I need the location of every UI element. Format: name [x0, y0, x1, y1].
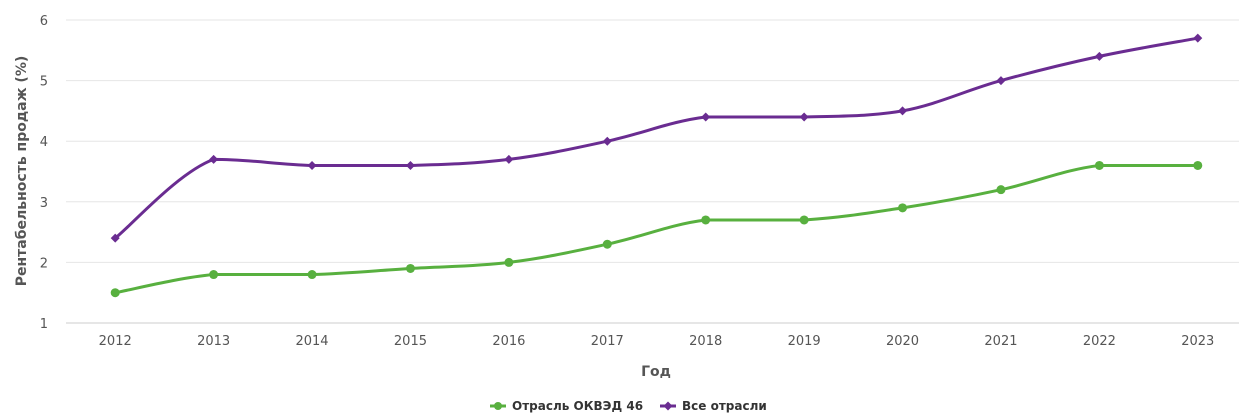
x-tick-label: 2023 [1181, 334, 1214, 349]
legend[interactable]: Отрасль ОКВЭД 46 Все отрасли [490, 399, 767, 413]
x-tick-label: 2018 [689, 334, 722, 349]
x-tick-label: 2019 [788, 334, 821, 349]
x-tick-label: 2015 [394, 334, 427, 349]
y-tick-label: 5 [40, 75, 48, 90]
data-point[interactable] [307, 270, 317, 280]
data-point[interactable] [898, 203, 908, 213]
data-point[interactable] [209, 154, 219, 164]
legend-item[interactable]: Все отрасли [660, 399, 767, 413]
data-point[interactable] [405, 160, 415, 170]
legend-label: Все отрасли [682, 399, 767, 413]
x-tick-label: 2021 [984, 334, 1017, 349]
series-1 [110, 160, 1203, 298]
data-point[interactable] [504, 257, 514, 267]
x-tick-label: 2016 [492, 334, 525, 349]
y-axis: 1 2 3 4 5 6 [40, 14, 48, 332]
data-point[interactable] [1094, 51, 1104, 61]
y-tick-label: 2 [40, 256, 48, 271]
data-point[interactable] [209, 270, 219, 280]
x-tick-label: 2013 [197, 334, 230, 349]
data-point[interactable] [701, 215, 711, 225]
x-tick-label: 2014 [295, 334, 328, 349]
y-tick-label: 1 [40, 317, 48, 332]
series-2 [110, 33, 1203, 243]
y-axis-title: Рентабельность продаж (%) [14, 56, 30, 287]
x-tick-label: 2022 [1083, 334, 1116, 349]
data-point[interactable] [799, 215, 809, 225]
x-axis: 2012 2013 2014 2015 2016 2017 2018 2019 2020 2021… [99, 334, 1215, 349]
data-point[interactable] [1094, 160, 1104, 170]
x-tick-label: 2017 [591, 334, 624, 349]
x-tick-label: 2020 [886, 334, 919, 349]
data-point[interactable] [504, 154, 514, 164]
data-point[interactable] [307, 160, 317, 170]
y-tick-label: 3 [40, 196, 48, 211]
data-point[interactable] [405, 263, 415, 273]
legend-marker [663, 401, 673, 411]
data-point[interactable] [996, 185, 1006, 195]
legend-marker [494, 402, 502, 410]
data-point[interactable] [1193, 160, 1203, 170]
x-axis-title: Год [641, 364, 671, 380]
grid-lines [66, 19, 1239, 324]
data-point[interactable] [602, 239, 612, 249]
data-point[interactable] [996, 76, 1006, 86]
data-point[interactable] [898, 106, 908, 116]
legend-label: Отрасль ОКВЭД 46 [512, 399, 643, 413]
data-point[interactable] [1193, 33, 1203, 43]
data-point[interactable] [799, 112, 809, 122]
data-point[interactable] [602, 136, 612, 146]
y-tick-label: 4 [40, 135, 48, 150]
y-tick-label: 6 [40, 14, 48, 29]
series-group [110, 33, 1203, 298]
series-line [114, 163, 1198, 295]
legend-item[interactable]: Отрасль ОКВЭД 46 [490, 399, 643, 413]
series-line [114, 36, 1199, 240]
data-point[interactable] [701, 112, 711, 122]
data-point[interactable] [110, 288, 120, 298]
data-point[interactable] [110, 233, 120, 243]
x-tick-label: 2012 [99, 334, 132, 349]
